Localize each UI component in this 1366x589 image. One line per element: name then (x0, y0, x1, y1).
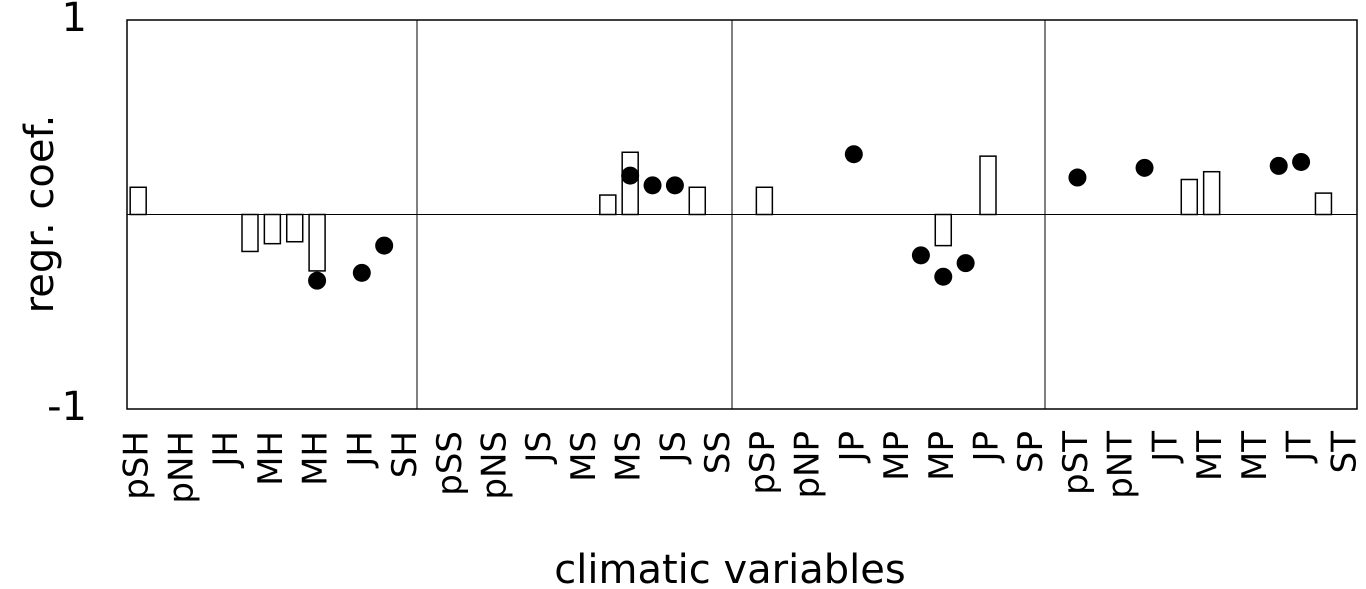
bar (308, 213, 326, 272)
x-tick-label: pST (1056, 431, 1096, 495)
x-tick-label: pNS (475, 431, 515, 500)
bar (934, 213, 953, 247)
y-axis-title: regr. coef. (17, 115, 63, 314)
x-axis-title: climatic variables (554, 547, 905, 589)
x-tick-label: pSS (430, 431, 470, 496)
bar (1314, 192, 1333, 216)
bar (1180, 178, 1199, 216)
x-tick-label: JP (832, 431, 872, 464)
x-tick-label: JT (1280, 431, 1320, 464)
bar (688, 186, 707, 216)
x-tick-label: pNH (161, 431, 201, 504)
x-tick-label: ST (1324, 431, 1364, 474)
dot (1292, 152, 1311, 171)
x-tick-label: SH (385, 431, 425, 478)
dot (308, 271, 327, 290)
x-tick-label: JH (340, 431, 380, 469)
dot (934, 267, 953, 286)
y-tick-label: -1 (47, 384, 87, 430)
x-tick-label: SS (698, 431, 738, 474)
dot (1135, 158, 1154, 177)
dot (665, 176, 684, 195)
bar (755, 186, 774, 216)
dot (375, 236, 394, 255)
x-tick-label: MH (251, 431, 291, 486)
x-tick-label: MH (296, 431, 336, 486)
dot (956, 254, 975, 273)
bar (241, 213, 259, 253)
x-tick-label: SP (1011, 431, 1051, 473)
x-tick-label: MP (922, 431, 962, 481)
x-tick-label: JH (206, 431, 246, 469)
dot (621, 166, 640, 185)
x-tick-label: pNT (1101, 431, 1141, 499)
dot (352, 263, 371, 282)
x-tick-label: MT (1190, 431, 1230, 481)
dot (1068, 168, 1087, 187)
x-tick-label: pNP (788, 431, 828, 499)
dot (911, 246, 930, 265)
x-tick-label: MS (564, 431, 604, 482)
y-tick-label: 1 (62, 0, 87, 41)
bar (263, 213, 282, 245)
x-tick-label: MS (609, 431, 649, 482)
x-tick-label: JT (1145, 431, 1185, 464)
x-tick-label: MT (1235, 431, 1275, 481)
bar (599, 194, 617, 216)
bar (129, 186, 147, 216)
x-tick-label: pSH (117, 431, 157, 500)
bar (285, 213, 304, 243)
dot (643, 176, 662, 195)
x-tick-label: MP (877, 431, 917, 481)
x-tick-label: JS (653, 431, 693, 465)
dot (1269, 156, 1288, 175)
x-tick-label: JS (519, 431, 559, 465)
dot (844, 145, 863, 164)
bar (979, 155, 997, 216)
x-tick-label: pSP (743, 431, 783, 495)
x-tick-label: JP (967, 431, 1007, 464)
bar (1202, 170, 1221, 216)
